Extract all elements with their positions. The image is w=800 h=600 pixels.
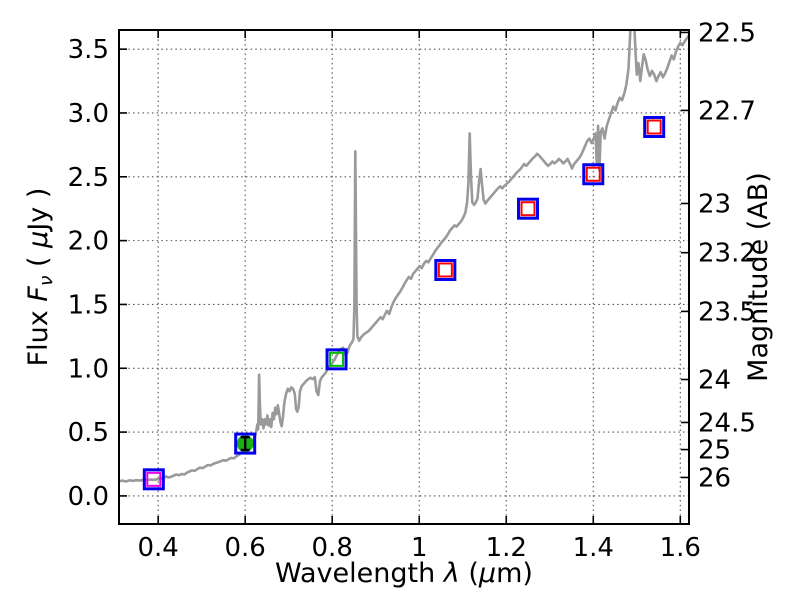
y-axis-label-left-part: Jy ) bbox=[23, 188, 54, 233]
y-axis-label-left-part: ( bbox=[23, 248, 54, 276]
x-tick-label: 0.4 bbox=[137, 533, 178, 563]
photometry-outer-square bbox=[142, 468, 165, 491]
x-axis-label-part: μ bbox=[478, 558, 496, 589]
photometry-point bbox=[643, 116, 666, 139]
y-tick-label-right: 26 bbox=[698, 463, 731, 493]
photometry-point bbox=[434, 258, 457, 281]
error-bar bbox=[240, 435, 250, 452]
photometry-inner-square bbox=[146, 471, 162, 487]
y-axis-label-left-part: μ bbox=[23, 231, 54, 249]
y-tick-label-right: 23.5 bbox=[698, 297, 756, 327]
y-tick-label-right: 24 bbox=[698, 366, 731, 396]
photometry-inner-square bbox=[520, 201, 536, 217]
plot-area bbox=[119, 30, 689, 491]
photometry-point bbox=[325, 348, 348, 371]
y-axis-label-right: Magnitude (AB) bbox=[743, 172, 774, 382]
x-axis-label: Wavelength λ (μm) bbox=[275, 558, 533, 589]
photometry-outer-square bbox=[582, 163, 605, 186]
y-tick-label-right: 22.5 bbox=[698, 18, 756, 48]
x-tick-label: 0.8 bbox=[312, 533, 353, 563]
y-tick-label-left: 1.0 bbox=[68, 354, 109, 384]
tick-marks bbox=[119, 30, 689, 524]
y-tick-label-right: 23 bbox=[698, 189, 731, 219]
grid bbox=[119, 30, 689, 524]
y-tick-label-left: 3.0 bbox=[68, 99, 109, 129]
photometry-outer-square bbox=[325, 348, 348, 371]
y-axis-label-left-part: ν bbox=[35, 275, 57, 286]
y-tick-label-right: 23.2 bbox=[698, 239, 756, 269]
y-tick-label-right: 24.5 bbox=[698, 408, 756, 438]
x-axis-label-part: ( bbox=[460, 558, 479, 589]
photometry-point bbox=[234, 432, 257, 455]
y-tick-label-left: 0.5 bbox=[68, 418, 109, 448]
photometry-point bbox=[517, 197, 540, 220]
photometry-outer-square bbox=[643, 116, 666, 139]
photometry-inner-square bbox=[646, 119, 662, 135]
photometry-outer-square bbox=[434, 258, 457, 281]
y-tick-label-left: 2.5 bbox=[68, 163, 109, 193]
x-axis-label-part: Wavelength bbox=[275, 558, 444, 589]
y-axis-label-right-part: Magnitude (AB) bbox=[743, 172, 774, 382]
y-axis-label-left-part: F bbox=[23, 286, 54, 302]
photometry-outer-square bbox=[517, 197, 540, 220]
y-tick-label-right: 22.7 bbox=[698, 96, 756, 126]
x-tick-label: 1.6 bbox=[660, 533, 701, 563]
photometry-point bbox=[582, 163, 605, 186]
y-tick-label-left: 0.0 bbox=[68, 482, 109, 512]
x-tick-label: 0.6 bbox=[225, 533, 266, 563]
x-tick-label: 1.2 bbox=[486, 533, 527, 563]
y-axis-label-left: Flux Fν ( μJy ) bbox=[23, 188, 57, 367]
photometry-inner-square bbox=[437, 262, 453, 278]
photometry-outer-square bbox=[234, 432, 257, 455]
x-tick-label: 1 bbox=[411, 533, 428, 563]
y-tick-label-left: 1.5 bbox=[68, 290, 109, 320]
y-tick-label-left: 2.0 bbox=[68, 227, 109, 257]
plot-frame bbox=[118, 29, 690, 525]
y-tick-label-right: 25 bbox=[698, 436, 731, 466]
y-axis-label-left-part: Flux bbox=[23, 302, 54, 367]
y-tick-label-left: 3.5 bbox=[68, 35, 109, 65]
x-axis-label-part: λ bbox=[442, 558, 460, 589]
photometry-inner-square bbox=[585, 166, 601, 182]
x-axis-label-part: m) bbox=[496, 558, 533, 589]
x-tick-label: 1.4 bbox=[573, 533, 614, 563]
photometry-inner-square bbox=[329, 351, 345, 367]
photometry-point bbox=[142, 468, 165, 491]
